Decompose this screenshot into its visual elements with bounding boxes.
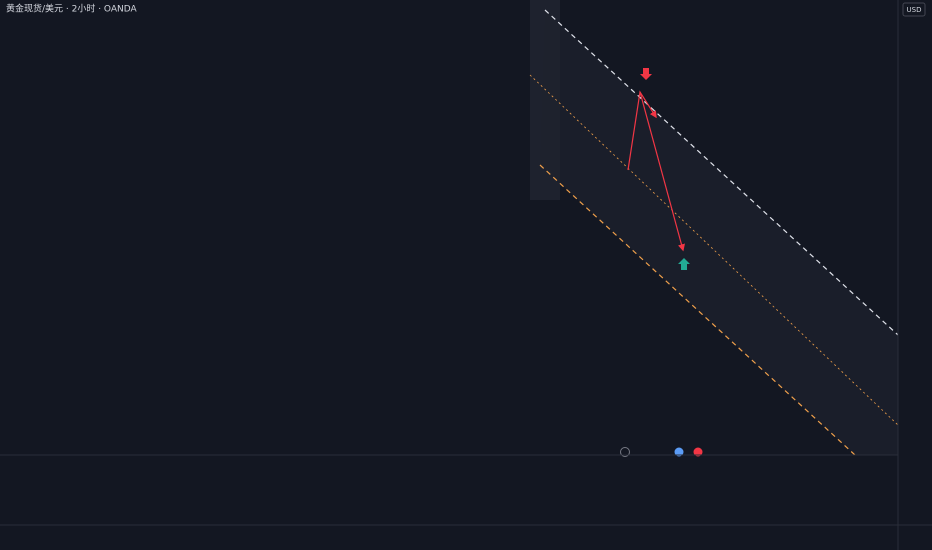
currency-box[interactable]: [902, 2, 926, 17]
channel-fill: [540, 10, 898, 455]
down-arrow-icon: [640, 68, 652, 80]
event-icon: [620, 447, 630, 457]
channel-line: [544, 9, 899, 336]
symbol-title: 黄金现货/美元 · 2小时 · OANDA: [6, 3, 138, 15]
forecast-arrow: [639, 91, 685, 252]
event-icon: [693, 447, 703, 457]
up-arrow-icon: [678, 258, 690, 270]
currency[interactable]: USD: [907, 6, 922, 14]
event-icon: [674, 447, 684, 457]
